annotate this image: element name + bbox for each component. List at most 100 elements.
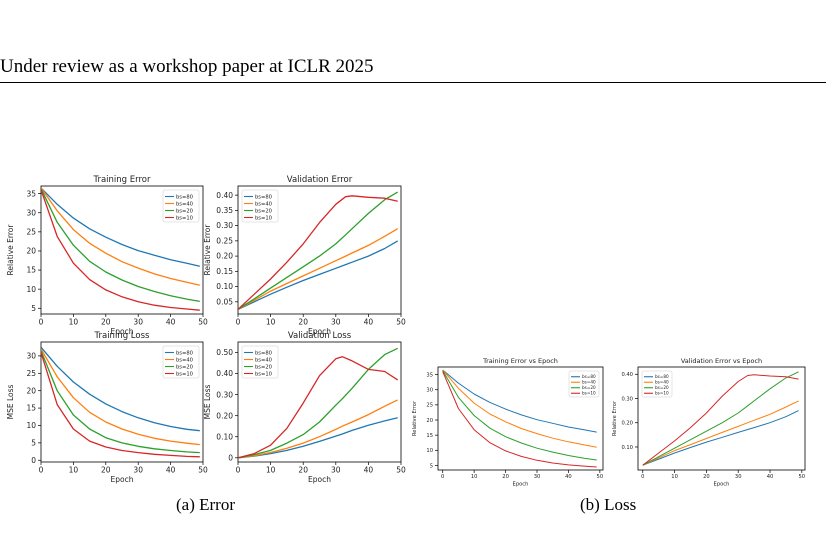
y-tick-label: 0.40 — [621, 372, 633, 378]
x-tick-label: 0 — [441, 474, 444, 480]
chart-title: Validation Loss — [288, 331, 352, 341]
legend-box — [241, 189, 279, 223]
series-line-bs-20 — [41, 350, 200, 454]
y-tick-label: 0.20 — [621, 421, 633, 427]
x-tick-label: 20 — [502, 474, 509, 480]
legend-box — [641, 370, 673, 398]
y-tick-label: 5 — [31, 304, 36, 313]
legend-label: bs=10 — [176, 371, 193, 377]
caption-a: (a) Error — [176, 495, 235, 514]
series-line-bs-80 — [41, 187, 200, 267]
x-axis-label: Epoch — [111, 327, 134, 336]
plot-frame — [40, 341, 204, 463]
legend-box — [241, 345, 279, 379]
legend-label: bs=40 — [176, 201, 193, 207]
x-axis-label: Epoch — [308, 475, 331, 484]
legend-box — [568, 370, 600, 398]
y-tick-label: 0.10 — [216, 432, 233, 441]
series-line-bs-10 — [41, 352, 200, 458]
chart-training-error: Training Error 0 10 20 30 40 50 5 10 15 20 25 30 35 Ep… — [6, 175, 208, 336]
y-tick-label: 15 — [26, 266, 36, 275]
y-tick-label: 0.30 — [216, 221, 233, 230]
plot-frame — [237, 341, 402, 463]
y-tick-label: 30 — [426, 388, 433, 394]
legend-label: bs=80 — [176, 350, 193, 356]
legend-label: bs=80 — [255, 194, 272, 200]
x-tick-label: 40 — [767, 474, 774, 480]
x-axis-label: Epoch — [714, 481, 730, 487]
legend-label: bs=10 — [655, 391, 669, 396]
legend-label: bs=80 — [255, 350, 272, 356]
x-tick-label: 50 — [396, 318, 406, 327]
y-tick-label: 0 — [31, 456, 36, 465]
x-tick-label: 40 — [166, 318, 176, 327]
x-tick-label: 10 — [69, 318, 79, 327]
header-rule — [0, 82, 826, 83]
x-tick-label: 0 — [39, 318, 44, 327]
legend-label: bs=20 — [176, 364, 193, 370]
y-tick-label: 15 — [26, 404, 36, 413]
chart-title: Training Loss — [94, 331, 150, 341]
legend-label: bs=40 — [176, 357, 193, 363]
x-tick-label: 30 — [331, 318, 341, 327]
x-tick-label: 40 — [166, 466, 176, 475]
legend-label: bs=20 — [655, 385, 669, 390]
legend-label: bs=20 — [582, 385, 596, 390]
legend-label: bs=40 — [582, 380, 596, 385]
legend-label: bs=40 — [655, 380, 669, 385]
x-axis-label: Epoch — [111, 475, 134, 484]
x-axis-label: Epoch — [513, 481, 529, 487]
y-tick-label: 25 — [426, 403, 433, 409]
series-line-bs-10 — [642, 374, 799, 466]
chart-validation-error: Validation Error 0 10 20 30 40 50 0.05 0.10 0.15 0… — [203, 175, 406, 336]
y-tick-label: 0.20 — [216, 252, 233, 261]
x-tick-label: 20 — [101, 466, 111, 475]
y-axis-label: MSE Loss — [6, 385, 15, 420]
chart-training-error-vs-epoch: Training Error vs Epoch 0 10 20 30 40 50 5 10 15 2… — [412, 357, 604, 487]
x-tick-label: 10 — [671, 474, 678, 480]
x-tick-label: 30 — [534, 474, 541, 480]
x-tick-label: 10 — [266, 318, 276, 327]
series-line-bs-80 — [442, 369, 597, 433]
legend-label: bs=10 — [255, 215, 272, 221]
x-tick-label: 40 — [364, 318, 374, 327]
legend-label: bs=40 — [255, 201, 272, 207]
x-axis-label: Epoch — [308, 327, 331, 336]
y-axis-label: MSE Loss — [203, 385, 212, 420]
series-line-bs-40 — [642, 400, 799, 466]
y-tick-label: 25 — [26, 369, 36, 378]
x-tick-label: 50 — [396, 466, 406, 475]
page-header: Under review as a workshop paper at ICLR… — [0, 56, 374, 77]
y-tick-label: 20 — [26, 247, 36, 256]
x-tick-label: 10 — [471, 474, 478, 480]
y-tick-label: 35 — [26, 189, 36, 198]
series-line-bs-10 — [238, 195, 398, 310]
series-line-bs-80 — [238, 417, 398, 459]
y-axis-label: Relative Error — [6, 224, 15, 276]
chart-title: Training Error vs Epoch — [482, 357, 558, 365]
plot-frame — [437, 366, 604, 471]
y-tick-label: 0.30 — [621, 396, 633, 402]
series-line-bs-40 — [41, 187, 200, 286]
y-tick-label: 0.20 — [216, 411, 233, 420]
plot-frame — [637, 366, 806, 471]
chart-validation-error-vs-epoch: Validation Error vs Epoch 0 10 20 30 40 50 0.10… — [612, 357, 806, 487]
y-tick-label: 20 — [26, 386, 36, 395]
chart-validation-loss: Validation Loss 0 10 20 30 40 50 0 0.10 0.20 0.30 0… — [203, 331, 406, 484]
y-tick-label: 0.10 — [621, 445, 633, 451]
series-line-bs-10 — [442, 371, 597, 468]
y-tick-label: 10 — [26, 421, 36, 430]
y-tick-label: 0.25 — [216, 236, 233, 245]
plot-frame — [40, 185, 204, 315]
x-tick-label: 50 — [198, 466, 208, 475]
x-tick-label: 20 — [298, 466, 308, 475]
y-tick-label: 15 — [426, 433, 433, 439]
series-line-bs-80 — [238, 240, 399, 310]
caption-b: (b) Loss — [580, 495, 637, 514]
